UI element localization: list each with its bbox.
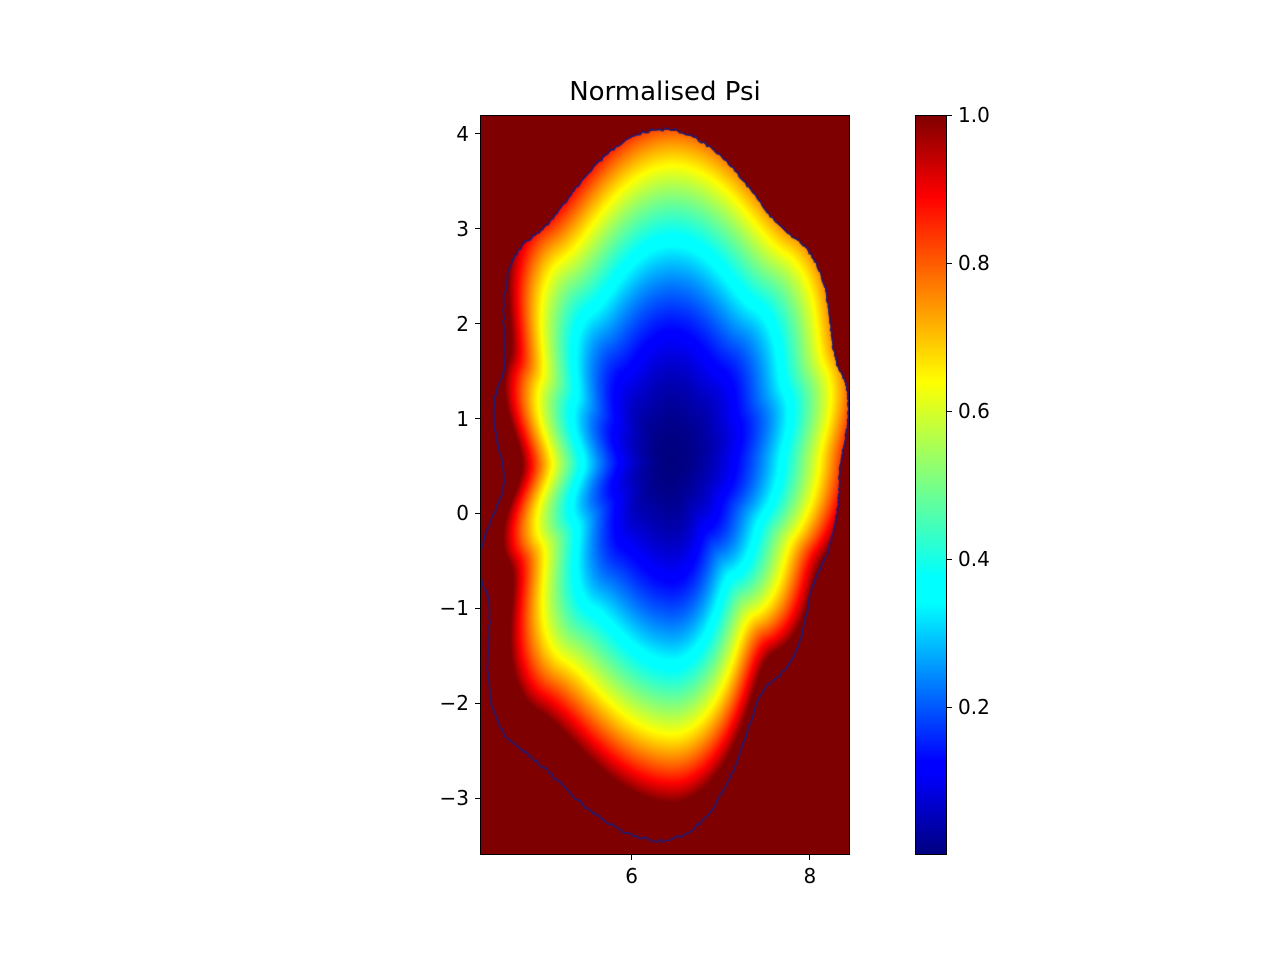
plot-area xyxy=(480,115,850,855)
ytick-mark xyxy=(475,418,480,419)
colorbar xyxy=(915,115,947,855)
chart-title: Normalised Psi xyxy=(480,77,850,107)
colorbar-canvas xyxy=(915,115,947,855)
colorbar-tick-label: 0.6 xyxy=(958,399,990,423)
ytick-mark xyxy=(475,798,480,799)
colorbar-tick-mark xyxy=(947,115,952,116)
ytick-mark xyxy=(475,133,480,134)
colorbar-tick-label: 0.2 xyxy=(958,695,990,719)
ytick-label: −2 xyxy=(440,691,469,715)
ytick-mark xyxy=(475,323,480,324)
colorbar-tick-mark xyxy=(947,263,952,264)
ytick-mark xyxy=(475,608,480,609)
colorbar-tick-label: 0.4 xyxy=(958,547,990,571)
ytick-label: 3 xyxy=(456,217,469,241)
ytick-label: 0 xyxy=(456,501,469,525)
xtick-mark xyxy=(631,855,632,860)
ytick-mark xyxy=(475,513,480,514)
ytick-label: 4 xyxy=(456,122,469,146)
ytick-label: −3 xyxy=(440,786,469,810)
xtick-mark xyxy=(809,855,810,860)
colorbar-tick-label: 0.8 xyxy=(958,251,990,275)
figure: Normalised Psi 6 8 −3 −2 −1 0 1 2 3 4 0.2 0.4 0.6 0.8… xyxy=(0,0,1280,960)
colorbar-tick-mark xyxy=(947,707,952,708)
colorbar-tick-label: 1.0 xyxy=(958,103,990,127)
ytick-mark xyxy=(475,703,480,704)
xtick-label: 6 xyxy=(625,864,638,888)
ytick-label: 2 xyxy=(456,312,469,336)
colorbar-tick-mark xyxy=(947,411,952,412)
heatmap-canvas xyxy=(480,115,850,855)
colorbar-tick-mark xyxy=(947,559,952,560)
ytick-label: 1 xyxy=(456,407,469,431)
xtick-label: 8 xyxy=(804,864,817,888)
ytick-label: −1 xyxy=(440,596,469,620)
ytick-mark xyxy=(475,228,480,229)
